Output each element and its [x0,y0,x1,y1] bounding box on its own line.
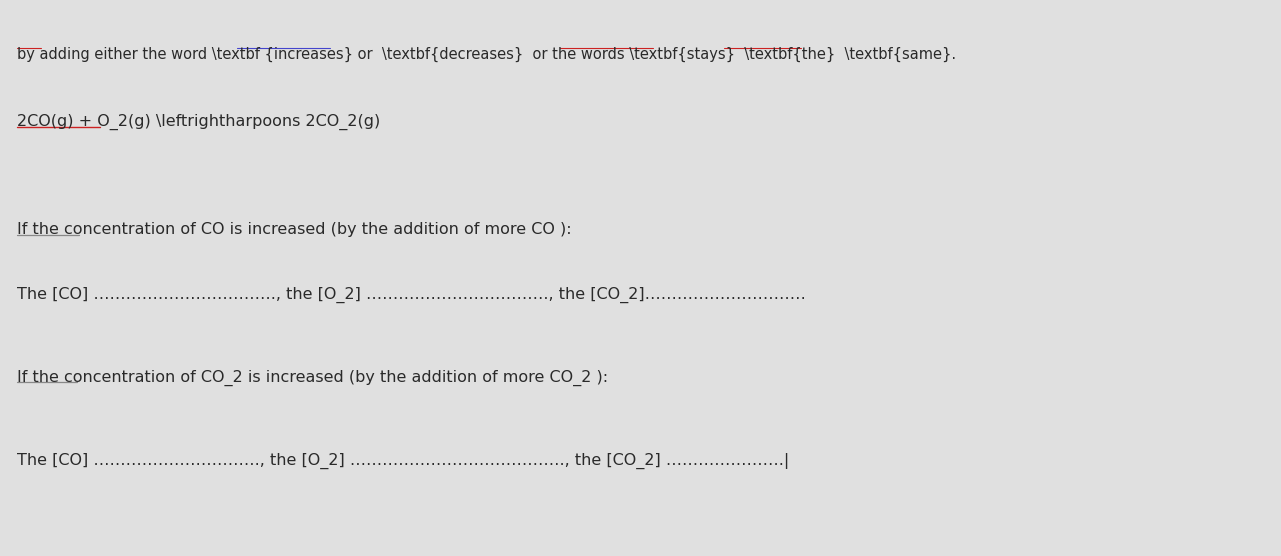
Text: If the concentration of CO_2 is increased (by the addition of more CO_2 ):: If the concentration of CO_2 is increase… [17,370,607,386]
Text: The [CO] …………………………., the [O_2] …………………………………., the [CO_2] ………………….|: The [CO] …………………………., the [O_2] ……………………… [17,453,789,469]
Text: The [CO] ……………………………., the [O_2] ……………………………., the [CO_2]…………………………: The [CO] ……………………………., the [O_2] …………………… [17,286,806,302]
Text: by adding either the word \textbf {increases} or  \textbf{decreases}  or the wor: by adding either the word \textbf {incre… [17,47,956,62]
Text: If the concentration of CO is increased (by the addition of more CO ):: If the concentration of CO is increased … [17,222,571,237]
Text: 2CO(g) + O_2(g) \leftrightharpoons 2CO_2(g): 2CO(g) + O_2(g) \leftrightharpoons 2CO_2… [17,114,380,130]
